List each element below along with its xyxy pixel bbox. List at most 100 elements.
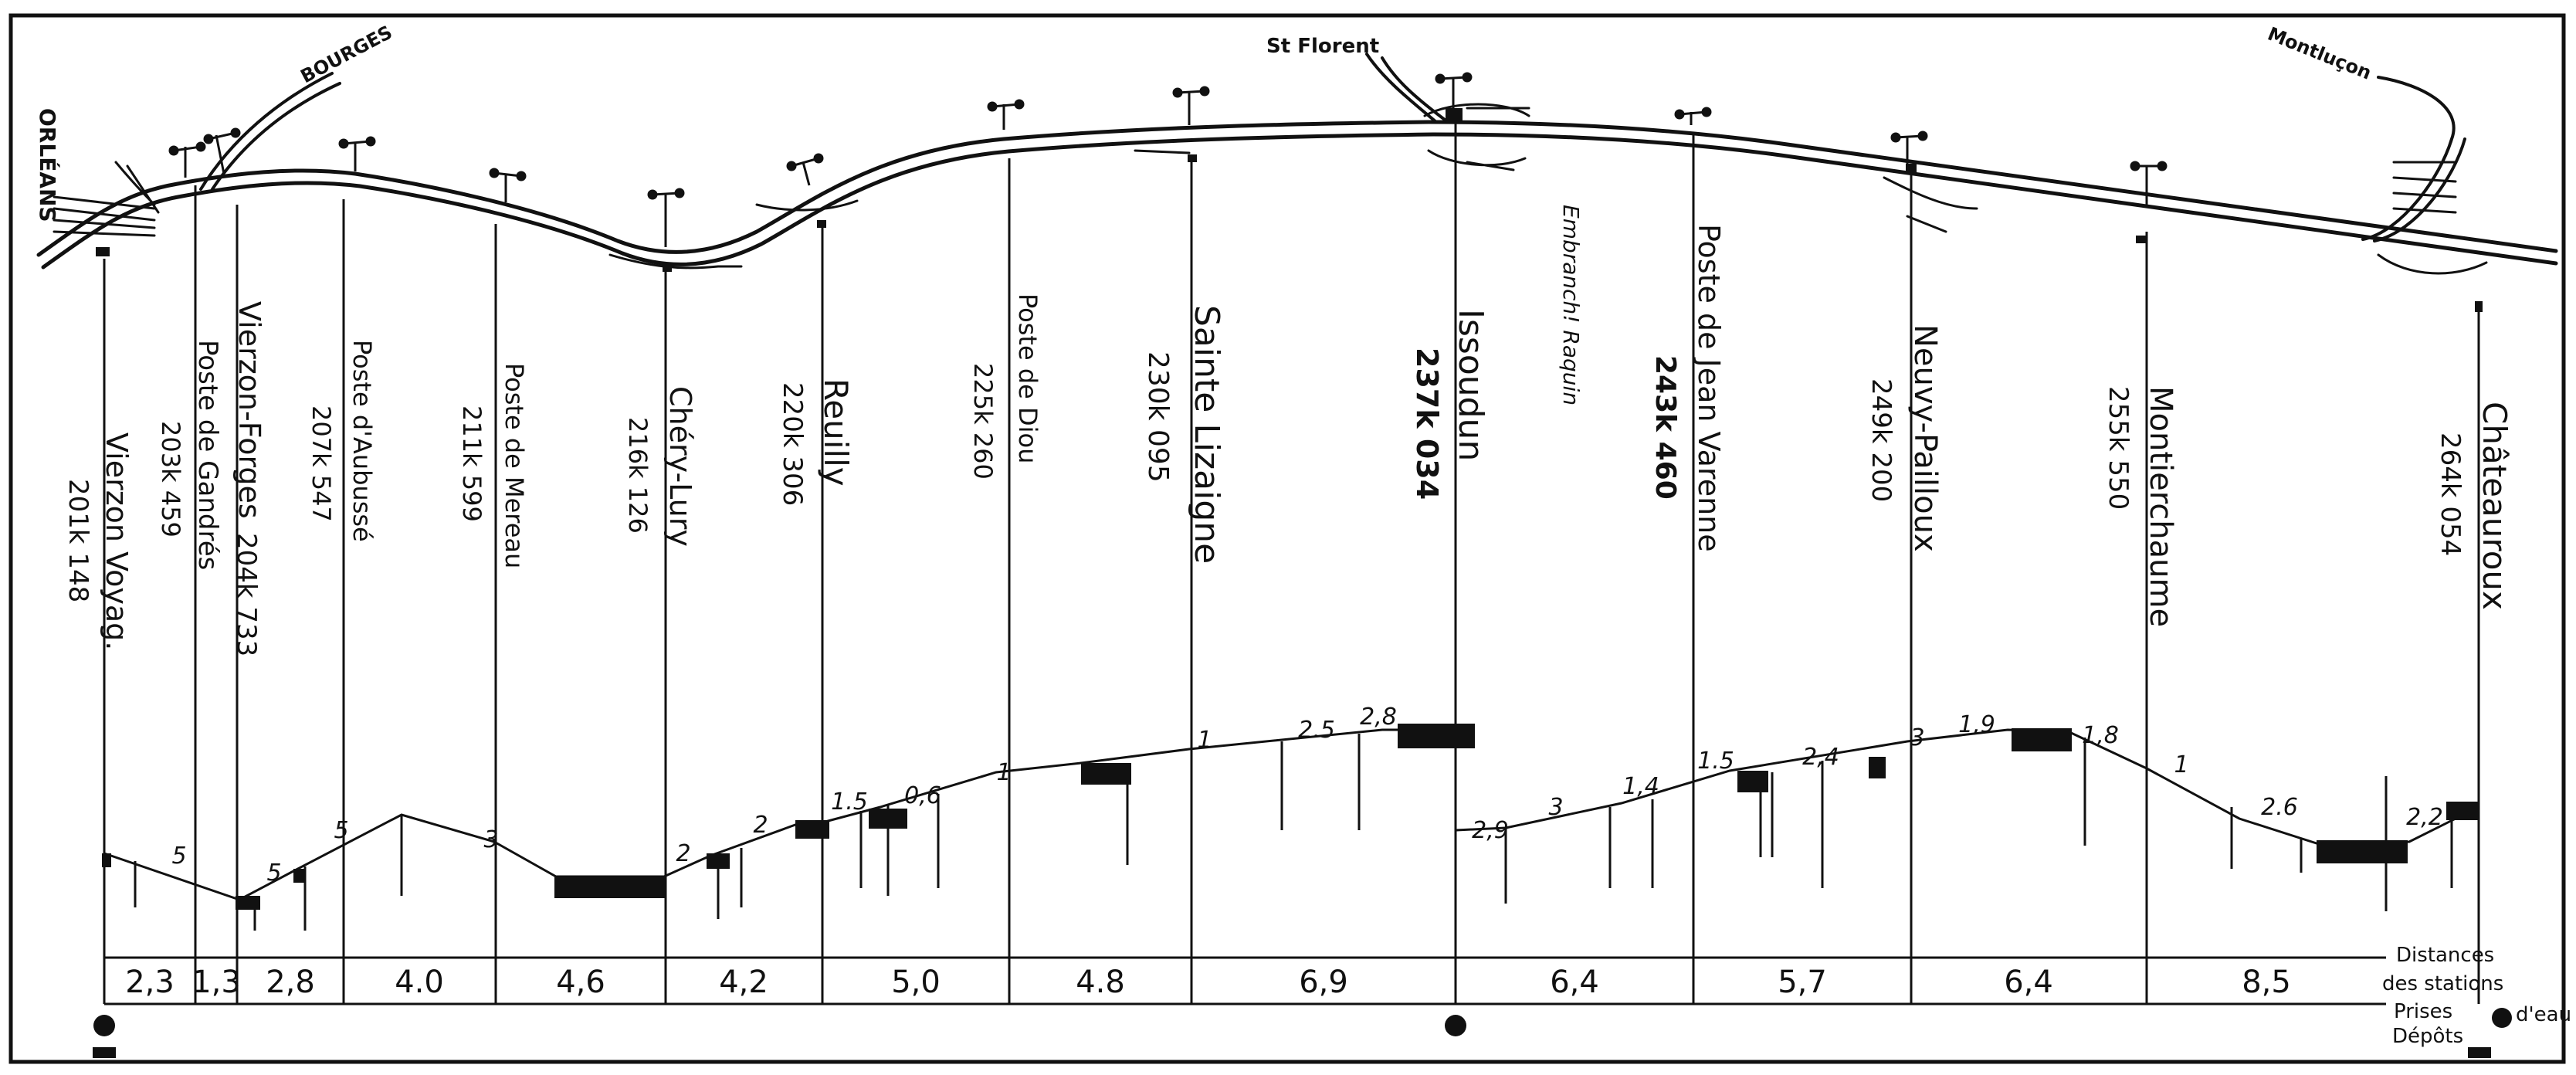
track-plan xyxy=(36,53,2558,275)
gradient-label: 2.5 xyxy=(1298,717,1335,744)
main-track-upper xyxy=(36,120,2558,257)
station-chateauroux-name: Châteauroux xyxy=(2476,402,2513,610)
legend-water-1: Prises xyxy=(2394,1000,2452,1023)
station-mereau-name: Poste de Mereau xyxy=(500,363,529,568)
gradient-label: 1,4 xyxy=(1622,773,1659,800)
profile-line xyxy=(103,728,2479,901)
neuvy-yard xyxy=(1883,176,1978,233)
gradient-label: 5 xyxy=(334,817,348,844)
gradient-label: 2,2 xyxy=(2406,804,2443,831)
distance-cell: 4.0 xyxy=(395,965,444,1000)
gradient-labels: 5 5 5 3 2 2 1.5 0,6 1 1 2.5 2,8 2,9 3 1,… xyxy=(171,704,2442,887)
gradient-label: 2 xyxy=(676,840,690,867)
legend-water-2: d'eau xyxy=(2516,1003,2571,1026)
gradient-label: 1,8 xyxy=(2082,722,2119,749)
reuilly-siding xyxy=(755,199,859,212)
orleans-sidings xyxy=(53,161,160,237)
station-issoudun-km: 237k 034 xyxy=(1410,348,1444,500)
station-mereau-km: 211k 599 xyxy=(457,405,486,522)
station-reuilly-km: 220k 306 xyxy=(777,382,808,506)
station-raquin-name: Embranch! Raquin xyxy=(1558,205,1584,405)
montlucon-branch xyxy=(2361,76,2466,242)
frame xyxy=(8,13,2566,1064)
distance-cell: 6,4 xyxy=(2004,965,2053,1000)
station-neuvy-name: Neuvy-Pailloux xyxy=(1907,324,1943,552)
station-vierzon-name: Vierzon Voyag. xyxy=(100,432,134,650)
distance-cell: 2,3 xyxy=(125,965,175,1000)
station-lines xyxy=(103,124,2480,1004)
gradient-label: 2.6 xyxy=(2261,794,2298,821)
gradient-profile xyxy=(103,728,2479,901)
gradient-label: 2,4 xyxy=(1802,744,1839,771)
station-jean-varenne-name: Poste de Jean Varenne xyxy=(1692,224,1726,552)
gradient-label: 3 xyxy=(483,826,498,853)
distance-cell: 4,2 xyxy=(719,965,768,1000)
station-aubusse-km: 207k 547 xyxy=(307,405,336,522)
gradient-label: 3 xyxy=(1548,794,1563,821)
distance-table xyxy=(104,956,2386,1005)
distance-values: 2,3 1,3 2,8 4.0 4,6 4,2 5,0 4.8 6,9 6,4 … xyxy=(125,965,2291,1000)
gradient-label: 1 xyxy=(996,759,1011,786)
station-lizaigne-name: Sainte Lizaigne xyxy=(1187,305,1226,564)
station-reuilly-name: Reuilly xyxy=(817,378,855,487)
gradient-label: 1 xyxy=(2174,751,2188,778)
gradient-label: 1.5 xyxy=(831,788,868,816)
station-lizaigne-km: 230k 095 xyxy=(1142,351,1174,483)
distance-cell: 4.8 xyxy=(1076,965,1125,1000)
station-issoudun-name: Issoudun xyxy=(1451,309,1490,461)
station-labels: Vierzon Voyag. 201k 148 Poste de Gandrés… xyxy=(63,205,2513,656)
station-diou-km: 225k 260 xyxy=(968,363,998,480)
depot-chateauroux xyxy=(2468,1047,2491,1058)
legend-distances-1: Distances xyxy=(2396,944,2494,967)
distance-cell: 8,5 xyxy=(2242,965,2291,1000)
gradient-ticks xyxy=(134,734,2453,931)
station-chateauroux-km: 264k 054 xyxy=(2435,432,2466,556)
chateauroux-yard xyxy=(2377,161,2488,275)
gradient-label: 2 xyxy=(753,812,768,839)
distance-cell: 1,3 xyxy=(192,965,241,1000)
station-gandres-km: 203k 459 xyxy=(156,421,185,538)
distance-cell: 5,7 xyxy=(1778,965,1827,1000)
montlucon-label: Montluçon xyxy=(2265,23,2374,84)
station-chery-lury-km: 216k 126 xyxy=(623,417,652,534)
station-jean-varenne-km: 243k 460 xyxy=(1649,355,1681,500)
station-montierchaume-name: Montierchaume xyxy=(2143,386,2178,627)
gradient-label: 5 xyxy=(171,843,186,870)
gradient-label: 1,9 xyxy=(1958,711,1995,738)
legend-depots: Dépôts xyxy=(2392,1025,2463,1048)
water-tower-vierzon xyxy=(93,1015,115,1036)
station-gandres-name: Poste de Gandrés xyxy=(192,340,223,570)
gradient-label: 3 xyxy=(1910,724,1924,751)
distance-cell: 5,0 xyxy=(891,965,941,1000)
issoudun-yard xyxy=(1423,103,1530,171)
station-neuvy-km: 249k 200 xyxy=(1866,378,1896,502)
depot-vierzon xyxy=(93,1047,116,1058)
station-vierzon-forges-km: 204k 733 xyxy=(231,533,262,656)
gradient-label: 1.5 xyxy=(1697,748,1734,775)
station-blocks xyxy=(102,724,2479,910)
gradient-label: 2,9 xyxy=(1472,817,1509,844)
station-chery-lury-name: Chéry-Lury xyxy=(663,386,697,547)
water-tower-issoudun xyxy=(1445,1015,1466,1036)
signal-masts xyxy=(168,72,2168,247)
legend-water-symbol xyxy=(2492,1008,2512,1028)
distance-cell: 4,6 xyxy=(556,965,605,1000)
orleans-label: ORLÉANS xyxy=(35,108,61,222)
gradient-label: 5 xyxy=(266,860,281,887)
main-track-lower xyxy=(41,132,2558,270)
distance-cell: 6,4 xyxy=(1550,965,1599,1000)
st-florent-label: St Florent xyxy=(1266,35,1379,58)
station-diou-name: Poste de Diou xyxy=(1013,293,1042,463)
station-vierzon-forges-name: Vierzon-Forges xyxy=(232,301,266,519)
distance-cell: 6,9 xyxy=(1299,965,1348,1000)
lizaigne-siding xyxy=(1134,149,1191,154)
bourges-label: BOURGES xyxy=(297,22,396,88)
station-montierchaume-km: 255k 550 xyxy=(2103,386,2134,510)
gradient-label: 1 xyxy=(1197,727,1212,754)
station-aubusse-name: Poste d'Aubussé xyxy=(347,340,377,542)
gradient-label: 2,8 xyxy=(1360,704,1397,731)
gradient-label: 0,6 xyxy=(904,782,941,809)
distance-cell: 2,8 xyxy=(266,965,315,1000)
water-and-depot-markers xyxy=(93,1008,2512,1058)
